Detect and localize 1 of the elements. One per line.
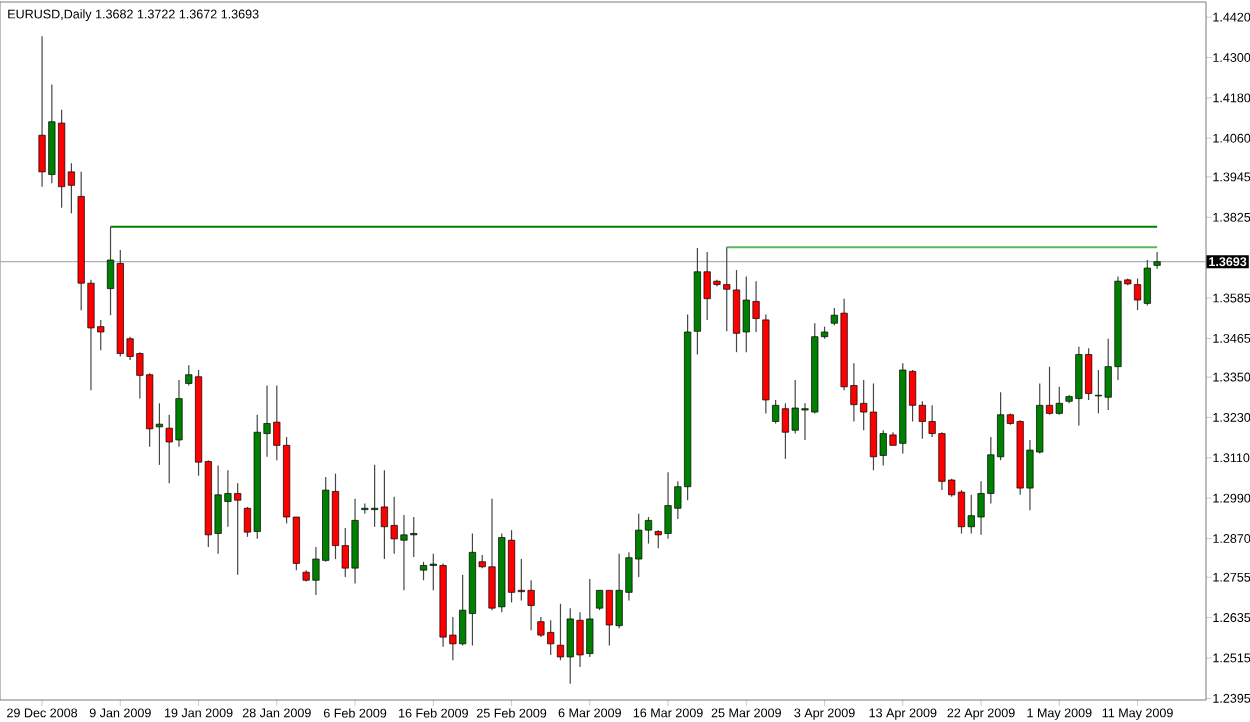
candlestick [1153, 251, 1161, 270]
